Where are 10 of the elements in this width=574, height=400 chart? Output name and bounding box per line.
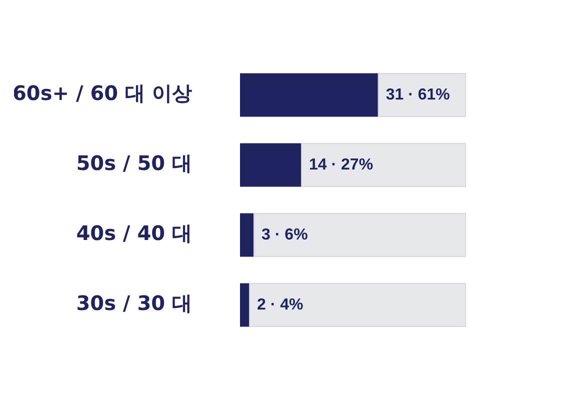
y-tick-label: 60s+ / 60 대 이상 [12, 81, 192, 106]
data-label: 3 · 6% [262, 226, 308, 244]
bar [240, 283, 250, 327]
y-tick-label: 40s / 40 대 [76, 221, 192, 246]
data-label: 31 · 61% [386, 86, 450, 104]
y-tick-label: 50s / 50 대 [76, 151, 192, 176]
y-tick-label: 30s / 30 대 [76, 291, 192, 316]
bar [240, 213, 254, 257]
data-label: 2 · 4% [257, 296, 304, 314]
data-label: 14 · 27% [309, 156, 374, 174]
